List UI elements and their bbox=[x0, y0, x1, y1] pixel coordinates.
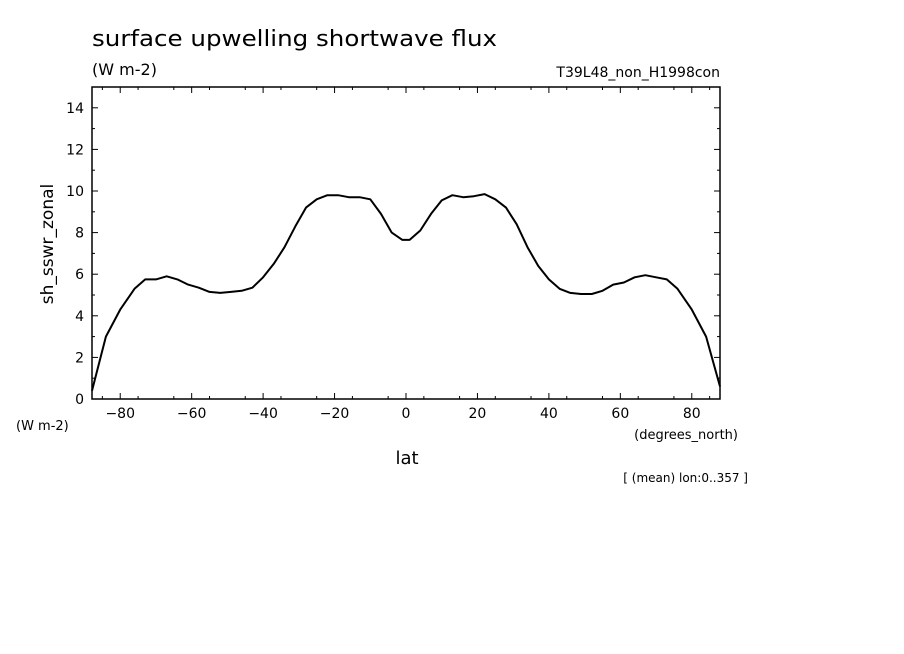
y-tick-label: 2 bbox=[75, 350, 84, 366]
x-tick-label: 40 bbox=[540, 406, 558, 422]
x-tick-label: 20 bbox=[469, 406, 487, 422]
plot-area bbox=[91, 86, 721, 400]
y-tick-label: 4 bbox=[75, 309, 84, 325]
x-tick-label: −40 bbox=[248, 406, 278, 422]
x-tick-label: 0 bbox=[402, 406, 411, 422]
x-axis-units: (degrees_north) bbox=[634, 428, 738, 443]
x-tick-label: 60 bbox=[611, 406, 629, 422]
chart-units: (W m-2) bbox=[92, 60, 157, 79]
y-tick-label: 6 bbox=[75, 267, 84, 283]
y-tick-label: 14 bbox=[66, 101, 84, 117]
y-tick-label: 12 bbox=[66, 142, 84, 158]
x-axis-label: lat bbox=[395, 448, 418, 469]
y-tick-label: 0 bbox=[75, 392, 84, 408]
x-tick-label: −20 bbox=[320, 406, 350, 422]
chart-title: surface upwelling shortwave flux bbox=[92, 27, 497, 52]
plot-frame bbox=[91, 86, 721, 400]
x-tick-label: −80 bbox=[105, 406, 135, 422]
x-tick-label: −60 bbox=[177, 406, 207, 422]
footnote: [ (mean) lon:0..357 ] bbox=[623, 471, 748, 485]
y-tick-label: 10 bbox=[66, 184, 84, 200]
y-tick-label: 8 bbox=[75, 226, 84, 242]
run-label: T39L48_non_H1998con bbox=[555, 65, 720, 81]
y-axis-label: sh_sswr_zonal bbox=[38, 184, 58, 304]
series-line bbox=[91, 193, 721, 391]
y-axis-units: (W m-2) bbox=[16, 419, 69, 434]
x-tick-label: 80 bbox=[683, 406, 701, 422]
x-axis: −80 −60 −40 −20 0 20 40 60 80 bbox=[101, 87, 711, 422]
y-axis: 0 2 4 6 8 10 12 14 bbox=[66, 101, 720, 408]
